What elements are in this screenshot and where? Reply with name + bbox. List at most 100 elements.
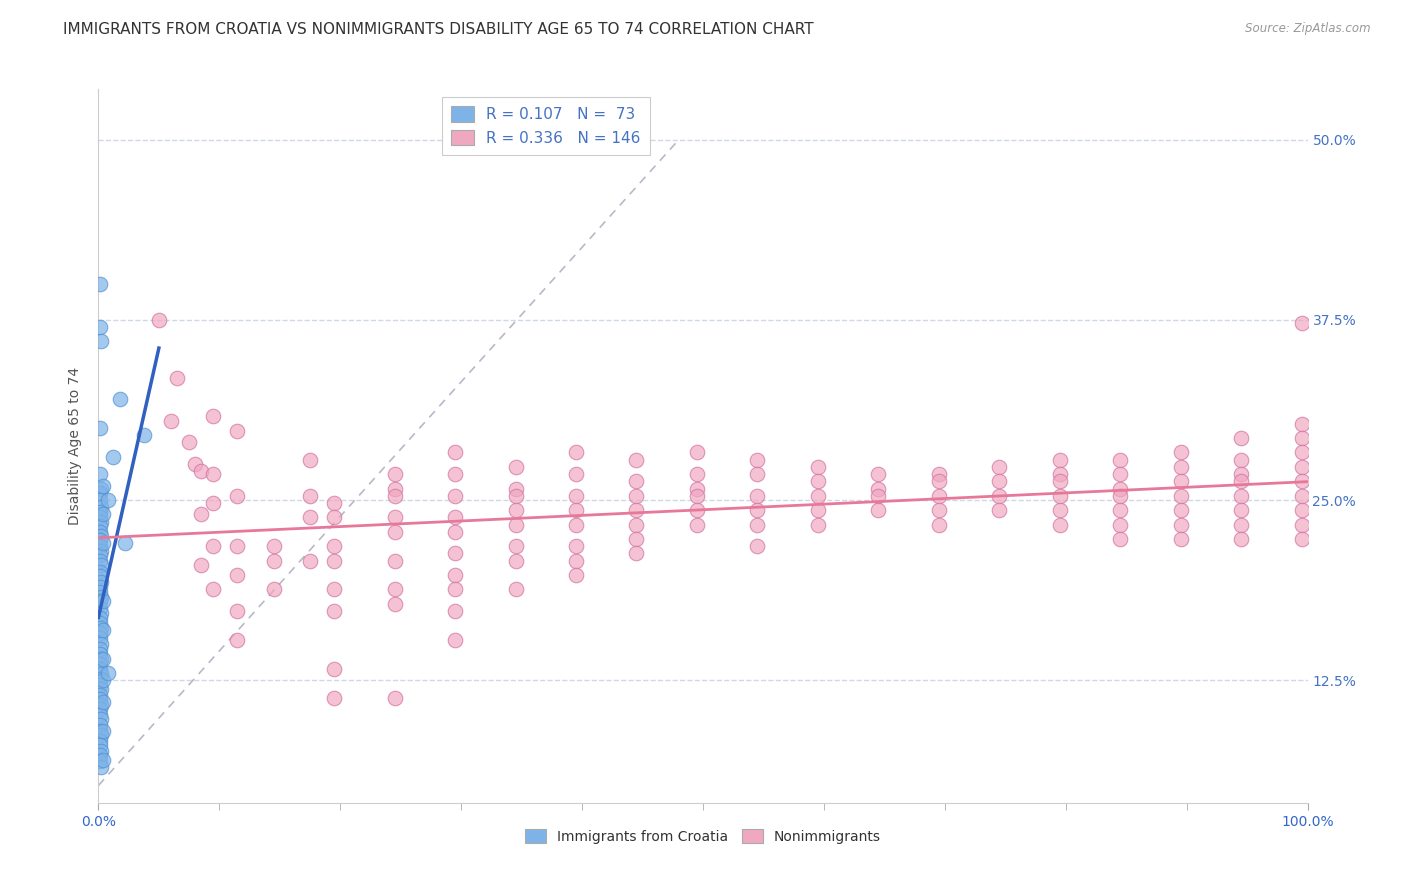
Point bbox=[89, 672, 111, 686]
Point bbox=[90, 728, 112, 742]
Point bbox=[89, 692, 111, 706]
Point bbox=[686, 482, 709, 496]
Point bbox=[505, 482, 527, 496]
Point bbox=[1170, 489, 1192, 503]
Point bbox=[1291, 489, 1313, 503]
Point bbox=[686, 517, 709, 532]
Point bbox=[505, 503, 527, 517]
Point bbox=[1109, 452, 1132, 467]
Point bbox=[323, 539, 346, 553]
Point bbox=[263, 553, 285, 567]
Point bbox=[928, 475, 950, 489]
Point bbox=[626, 532, 648, 546]
Point bbox=[89, 277, 111, 291]
Point bbox=[686, 503, 709, 517]
Point bbox=[686, 467, 709, 482]
Point bbox=[1170, 517, 1192, 532]
Point bbox=[89, 580, 111, 594]
Point bbox=[1049, 475, 1071, 489]
Point bbox=[565, 445, 588, 459]
Point bbox=[384, 553, 406, 567]
Point bbox=[626, 546, 648, 560]
Point bbox=[91, 695, 114, 709]
Point bbox=[626, 517, 648, 532]
Point bbox=[1230, 517, 1253, 532]
Point bbox=[114, 536, 136, 550]
Point bbox=[807, 489, 830, 503]
Point bbox=[807, 475, 830, 489]
Point bbox=[928, 517, 950, 532]
Point bbox=[565, 553, 588, 567]
Y-axis label: Disability Age 65 to 74: Disability Age 65 to 74 bbox=[69, 367, 83, 525]
Point bbox=[444, 546, 467, 560]
Point bbox=[444, 524, 467, 539]
Point bbox=[89, 702, 111, 716]
Point bbox=[1170, 532, 1192, 546]
Point bbox=[384, 467, 406, 482]
Point bbox=[868, 489, 890, 503]
Point bbox=[160, 414, 183, 428]
Point bbox=[91, 623, 114, 637]
Point bbox=[323, 510, 346, 524]
Point bbox=[226, 632, 249, 647]
Point bbox=[90, 558, 112, 572]
Point bbox=[807, 503, 830, 517]
Point bbox=[1109, 482, 1132, 496]
Point bbox=[89, 632, 111, 646]
Point bbox=[747, 489, 769, 503]
Point bbox=[263, 582, 285, 597]
Point bbox=[747, 517, 769, 532]
Point bbox=[1049, 467, 1071, 482]
Point bbox=[868, 467, 890, 482]
Point bbox=[226, 424, 249, 438]
Point bbox=[89, 553, 111, 567]
Point bbox=[90, 515, 112, 529]
Point bbox=[89, 539, 111, 553]
Point bbox=[202, 467, 225, 482]
Point bbox=[89, 738, 111, 752]
Point bbox=[444, 568, 467, 582]
Point bbox=[89, 565, 111, 579]
Point bbox=[89, 648, 111, 662]
Point bbox=[89, 594, 111, 608]
Point bbox=[1230, 503, 1253, 517]
Point bbox=[1230, 475, 1253, 489]
Point bbox=[91, 478, 114, 492]
Point bbox=[89, 641, 111, 656]
Point bbox=[384, 489, 406, 503]
Point bbox=[89, 662, 111, 676]
Point bbox=[89, 548, 111, 562]
Point bbox=[1230, 489, 1253, 503]
Point bbox=[90, 590, 112, 604]
Point bbox=[323, 690, 346, 705]
Point bbox=[686, 489, 709, 503]
Point bbox=[89, 569, 111, 583]
Point bbox=[1230, 467, 1253, 482]
Point bbox=[505, 539, 527, 553]
Point bbox=[89, 505, 111, 519]
Point bbox=[90, 667, 112, 681]
Point bbox=[807, 517, 830, 532]
Point bbox=[89, 754, 111, 768]
Point bbox=[988, 475, 1011, 489]
Point bbox=[928, 467, 950, 482]
Point bbox=[89, 493, 111, 508]
Point bbox=[89, 723, 111, 738]
Point bbox=[565, 489, 588, 503]
Point bbox=[565, 467, 588, 482]
Point bbox=[89, 657, 111, 672]
Point bbox=[1170, 503, 1192, 517]
Point bbox=[444, 489, 467, 503]
Text: Source: ZipAtlas.com: Source: ZipAtlas.com bbox=[1246, 22, 1371, 36]
Point bbox=[91, 594, 114, 608]
Point bbox=[747, 467, 769, 482]
Point bbox=[90, 681, 112, 696]
Point bbox=[1291, 431, 1313, 445]
Point bbox=[1109, 532, 1132, 546]
Point bbox=[384, 690, 406, 705]
Point bbox=[565, 503, 588, 517]
Point bbox=[565, 539, 588, 553]
Point bbox=[626, 475, 648, 489]
Point bbox=[89, 486, 111, 500]
Point bbox=[1049, 517, 1071, 532]
